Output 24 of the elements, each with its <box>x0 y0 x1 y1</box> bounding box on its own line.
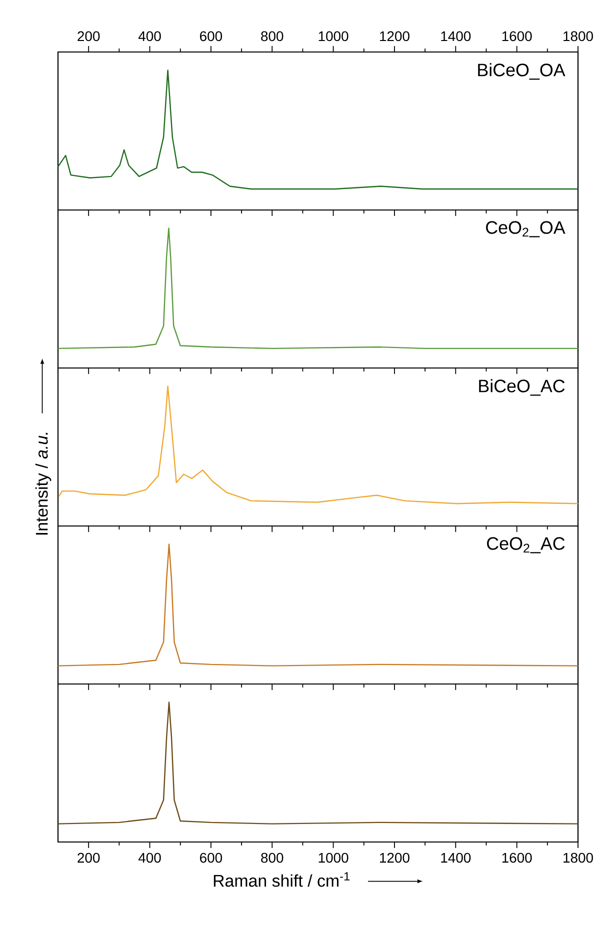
x-tick-label: 200 <box>78 852 100 863</box>
x-tick-label: 1600 <box>502 852 532 863</box>
text: CeO$_{2}$_OA <box>486 221 566 238</box>
x-tick-label: 200 <box>78 31 100 42</box>
text: CeO$_{2}$_AC <box>487 537 565 554</box>
text: BiCeO_OA <box>478 63 566 80</box>
x-tick-label: 1800 <box>564 31 593 42</box>
x-tick-label: 400 <box>138 31 161 42</box>
x-tick-label: 600 <box>200 31 222 42</box>
x-tick-label: 1000 <box>318 31 348 42</box>
x-tick-label: 400 <box>138 852 161 863</box>
x-tick-label: 1400 <box>441 852 471 863</box>
x-tick-label: 800 <box>261 31 284 42</box>
x-tick-label: 800 <box>261 852 284 863</box>
text: BiCeO_AC <box>479 379 565 396</box>
x-axis-title: Raman shift / cm$^{-1}$ <box>214 872 350 887</box>
x-tick-label: 1200 <box>380 852 410 863</box>
y-axis-title: Intensity / a.u. <box>35 432 52 535</box>
x-tick-label: 1600 <box>502 31 532 42</box>
x-tick-label: 1400 <box>441 31 471 42</box>
x-tick-label: 1000 <box>318 852 348 863</box>
x-tick-label: 600 <box>200 852 222 863</box>
x-tick-label: 1200 <box>380 31 410 42</box>
x-tick-label: 1800 <box>564 852 593 863</box>
